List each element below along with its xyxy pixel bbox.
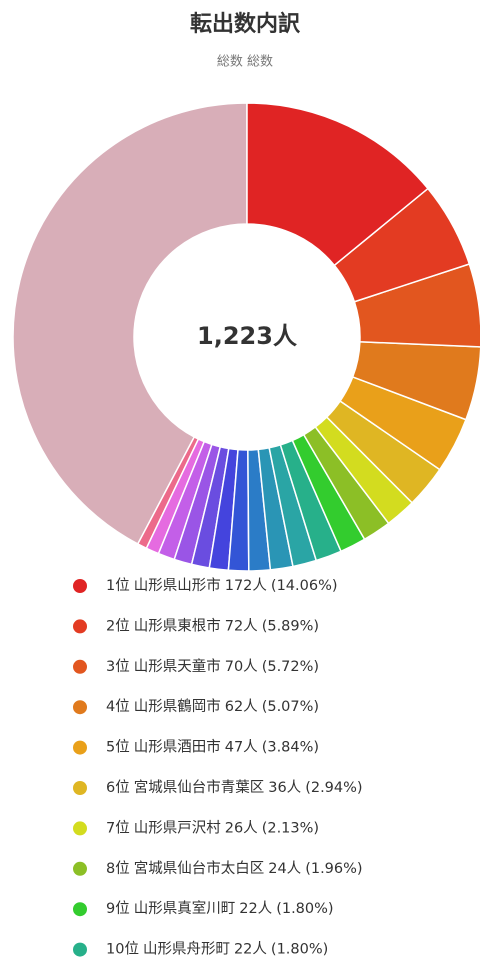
donut-slice: [208, 447, 239, 572]
legend-percent: (1.96%): [305, 861, 362, 877]
donut-slice: [246, 102, 429, 267]
donut-slice: [268, 443, 318, 568]
donut-slice: [257, 446, 294, 571]
legend-entry: 2位 山形県東根市 72人 (5.89%): [106, 617, 319, 634]
legend-rank: 10位: [106, 941, 139, 958]
legend-name: 山形県舟形町: [143, 941, 230, 958]
legend-rank: 8位: [106, 860, 130, 877]
legend-name: 山形県酒田市: [134, 739, 221, 756]
legend-percent: (5.89%): [262, 618, 319, 634]
legend-marker: [73, 740, 87, 755]
legend-rank: 5位: [106, 739, 130, 756]
legend-marker: [73, 579, 87, 593]
legend-entry: 5位 山形県酒田市 47人 (3.84%): [106, 739, 319, 756]
donut-slice: [12, 102, 248, 545]
legend-name: 山形県東根市: [134, 617, 221, 634]
legend-rank: 2位: [106, 617, 130, 634]
total-label: 1,223人: [197, 322, 297, 350]
legend-value: 70人: [225, 658, 258, 675]
legend-marker: [73, 861, 87, 876]
donut-slice: [291, 433, 366, 553]
legend-value: 22人: [239, 900, 272, 917]
legend-name: 宮城県仙台市太白区: [134, 860, 265, 877]
legend-marker: [73, 942, 87, 957]
donut-slice: [227, 448, 250, 572]
legend-name: 山形県天童市: [134, 657, 221, 675]
legend-entry: 8位 宮城県仙台市太白区 24人 (1.96%): [106, 860, 363, 877]
legend-name: 山形県鶴岡市: [134, 698, 221, 715]
chart-subtitle: 総数 総数: [217, 55, 273, 70]
donut-slice: [339, 375, 467, 471]
donut-slice: [333, 187, 471, 303]
legend-marker: [73, 781, 87, 795]
donut-slice: [302, 425, 390, 541]
legend-percent: (3.84%): [262, 740, 319, 756]
donut-slice: [325, 399, 441, 504]
donut-slice: [351, 341, 480, 421]
donut-slice: [279, 439, 343, 562]
legend-value: 24人: [268, 860, 301, 877]
legend-name: 山形県山形市: [134, 577, 221, 594]
legend-value: 62人: [225, 698, 258, 715]
legend-value: 26人: [225, 819, 258, 836]
legend-value: 172人: [225, 577, 267, 594]
legend-rank: 7位: [106, 819, 130, 836]
donut-slice: [314, 415, 414, 525]
legend-percent: (2.94%): [305, 780, 362, 796]
donut-slice: [353, 263, 480, 348]
legend-marker: [73, 659, 87, 674]
legend-rank: 1位: [106, 577, 130, 594]
legend-entry: 4位 山形県鶴岡市 62人 (5.07%): [106, 698, 319, 715]
legend-marker: [73, 619, 87, 634]
legend-marker: [73, 821, 87, 836]
legend-percent: (1.80%): [271, 942, 328, 958]
legend-rank: 3位: [106, 658, 130, 675]
legend-percent: (5.07%): [262, 699, 319, 715]
legend-entry: 3位 山形県天童市 70人 (5.72%): [106, 657, 319, 675]
donut-slice: [247, 448, 272, 572]
legend-percent: (5.72%): [262, 659, 319, 675]
legend-entry: 9位 山形県真室川町 22人 (1.80%): [106, 899, 334, 917]
legend-rank: 6位: [106, 779, 130, 796]
legend-name: 山形県戸沢村: [134, 819, 221, 836]
legend-name: 山形県真室川町: [134, 899, 236, 917]
legend-rank: 9位: [106, 900, 130, 917]
legend-rank: 4位: [106, 698, 130, 715]
legend-percent: (14.06%): [271, 578, 338, 594]
legend-name: 宮城県仙台市青葉区: [134, 779, 265, 796]
legend-marker: [73, 902, 87, 917]
legend-value: 36人: [268, 779, 301, 796]
legend-value: 22人: [234, 941, 267, 958]
legend-value: 47人: [225, 739, 258, 756]
legend-value: 72人: [225, 617, 258, 634]
chart-title: 転出数内訳: [190, 11, 301, 37]
legend-marker: [73, 700, 87, 715]
legend-entry: 10位 山形県舟形町 22人 (1.80%): [106, 941, 328, 958]
legend-entry: 1位 山形県山形市 172人 (14.06%): [106, 577, 338, 594]
legend-percent: (2.13%): [262, 820, 319, 836]
legend-percent: (1.80%): [276, 901, 333, 917]
legend-entry: 7位 山形県戸沢村 26人 (2.13%): [106, 819, 319, 836]
legend-entry: 6位 宮城県仙台市青葉区 36人 (2.94%): [106, 779, 363, 796]
